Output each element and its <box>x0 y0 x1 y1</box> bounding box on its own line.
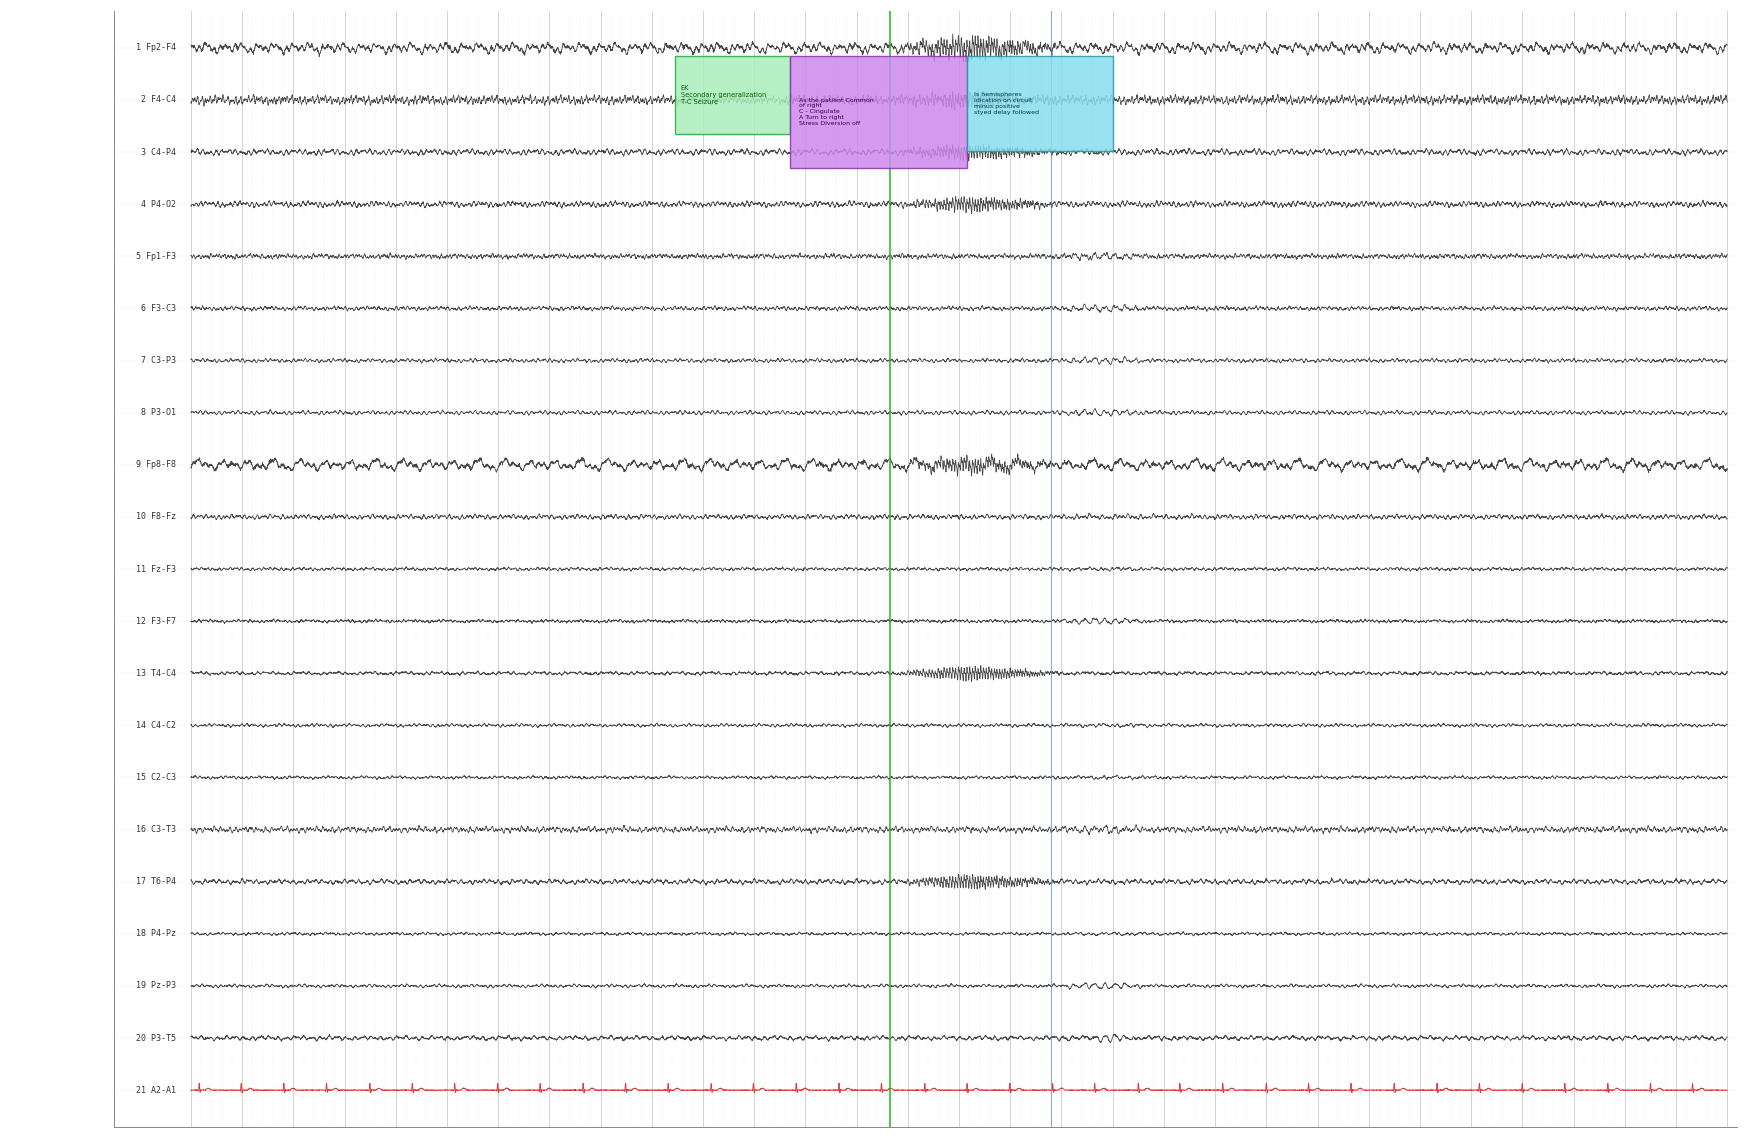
Text: 11 Fz-F3: 11 Fz-F3 <box>135 564 176 574</box>
Text: Is hemispheres
idication on circuit
minus positive
styed delay followed: Is hemispheres idication on circuit minu… <box>974 92 1039 115</box>
FancyBboxPatch shape <box>676 56 790 134</box>
Text: 12 F3-F7: 12 F3-F7 <box>135 617 176 626</box>
Text: 16 C3-T3: 16 C3-T3 <box>135 825 176 834</box>
Text: 9 Fp8-F8: 9 Fp8-F8 <box>135 460 176 469</box>
Text: 6 F3-C3: 6 F3-C3 <box>140 304 176 313</box>
Text: 21 A2-A1: 21 A2-A1 <box>135 1086 176 1095</box>
Text: As the patient Common
of right
C - Cingulate
A Turn to right
Stress Diversion of: As the patient Common of right C - Cingu… <box>799 98 874 126</box>
Text: 15 C2-C3: 15 C2-C3 <box>135 773 176 782</box>
Text: 3 C4-P4: 3 C4-P4 <box>140 148 176 157</box>
Text: 8 P3-O1: 8 P3-O1 <box>140 409 176 418</box>
FancyBboxPatch shape <box>967 56 1113 151</box>
Text: 2 F4-C4: 2 F4-C4 <box>140 96 176 105</box>
Text: 7 C3-P3: 7 C3-P3 <box>140 356 176 365</box>
Text: 5 Fp1-F3: 5 Fp1-F3 <box>135 251 176 261</box>
Text: 13 T4-C4: 13 T4-C4 <box>135 669 176 678</box>
Text: 1 Fp2-F4: 1 Fp2-F4 <box>135 43 176 52</box>
FancyBboxPatch shape <box>790 56 967 167</box>
Text: 14 C4-C2: 14 C4-C2 <box>135 720 176 729</box>
Text: 18 P4-Pz: 18 P4-Pz <box>135 930 176 939</box>
Text: 10 F8-Fz: 10 F8-Fz <box>135 512 176 521</box>
Text: EK
Secondary generalization
T-C Seizure: EK Secondary generalization T-C Seizure <box>681 85 765 105</box>
Text: 4 P4-O2: 4 P4-O2 <box>140 199 176 208</box>
Text: 17 T6-P4: 17 T6-P4 <box>135 877 176 887</box>
Text: 20 P3-T5: 20 P3-T5 <box>135 1033 176 1042</box>
Text: 19 Pz-P3: 19 Pz-P3 <box>135 981 176 990</box>
